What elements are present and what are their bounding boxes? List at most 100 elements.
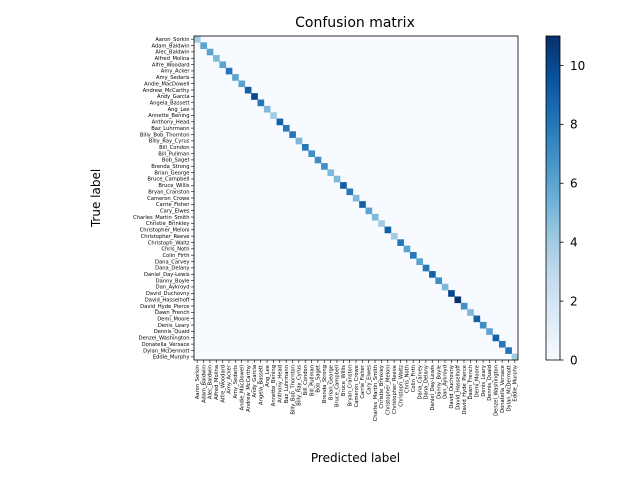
- y-tick-label: David_Hyde_Pierce: [140, 304, 189, 310]
- colorbar-gradient: [546, 36, 560, 360]
- x-tick-label: Andie_MacDowell: [239, 365, 245, 410]
- y-axis-label: True label: [89, 169, 103, 228]
- y-tick-label: Daniel_Day-Lewis: [144, 272, 190, 278]
- y-tick-label: Annette_Bening: [148, 113, 189, 119]
- y-tick-label: Bill_Pullman: [158, 151, 189, 157]
- colorbar-tick-label: 10: [570, 59, 585, 73]
- heatmap-cell: [257, 99, 265, 107]
- heatmap-cell: [416, 258, 424, 266]
- heatmap-cell: [486, 328, 493, 335]
- heatmap-cell: [429, 271, 436, 278]
- y-tick-label: Colin_Firth: [162, 253, 189, 259]
- x-tick-label: Demi_Moore: [475, 365, 481, 397]
- heatmap-cell: [225, 67, 233, 75]
- heatmap-cell: [232, 74, 239, 81]
- y-tick-label: Denzel_Washington: [139, 336, 190, 342]
- heatmap-cell: [410, 252, 417, 259]
- heatmap-cell: [492, 334, 500, 342]
- x-tick-label: Dana_Delany: [424, 365, 430, 399]
- x-tick-label: David_Hasselhoff: [455, 365, 461, 410]
- colorbar-tick-label: 6: [570, 177, 578, 191]
- x-tick-label: Cameron_Crowe: [354, 365, 360, 407]
- y-tick-label: Andrew_McCarthy: [143, 88, 190, 94]
- y-tick-label: Alfre_Woodard: [152, 62, 190, 68]
- y-tick-label: Dawn_French: [155, 310, 190, 316]
- y-tick-label: Demi_Moore: [157, 317, 189, 323]
- colorbar-tick-label: 2: [570, 294, 578, 308]
- x-tick-label: Ang_Lee: [265, 365, 271, 387]
- y-tick-label: Alfred_Molina: [155, 56, 190, 62]
- x-tick-label: Alfred_Molina: [214, 365, 220, 400]
- heatmap-cell: [467, 309, 474, 316]
- y-tick-label: Christopher_Reeve: [141, 234, 190, 240]
- x-tick-label: David_Duchovny: [449, 365, 455, 409]
- y-tick-label: Dana_Carvey: [155, 259, 190, 265]
- y-tick-label: Billy_Ray_Cyrus: [149, 139, 190, 145]
- x-tick-label: Alfre_Woodard: [220, 365, 226, 403]
- heatmap-cell: [308, 150, 316, 158]
- heatmap-cell: [435, 277, 443, 285]
- heatmap-cell: [263, 105, 271, 113]
- heatmap-cell: [238, 80, 246, 88]
- heatmap-cell: [422, 264, 430, 272]
- x-tick-label: Angela_Bassett: [259, 365, 265, 405]
- x-tick-label: Chris_Noth: [405, 365, 411, 393]
- heatmap-cell: [441, 283, 449, 291]
- x-tick-label: Amy_Acker: [227, 364, 233, 394]
- heatmap-cell: [454, 296, 462, 304]
- y-tick-label: Dylan_McDermott: [143, 348, 189, 354]
- colorbar-tick-label: 0: [570, 353, 578, 367]
- x-tick-label: Bruce_Campbell: [335, 365, 341, 407]
- heatmap-cell: [270, 112, 277, 119]
- y-tick-label: Dennis_Quaid: [154, 329, 190, 335]
- heatmap-cell: [403, 245, 411, 253]
- x-tick-label: Danny_Boyle: [436, 365, 442, 399]
- y-tick-label: Billy_Bob_Thornton: [140, 132, 190, 138]
- x-tick-label: Adam_Baldwin: [201, 365, 207, 403]
- heatmap-cell: [340, 182, 347, 189]
- y-tick-labels: Aaron_SorkinAdam_BaldwinAlec_BaldwinAlfr…: [133, 37, 194, 361]
- y-tick-label: Anthony_Head: [152, 120, 190, 126]
- x-tick-label: Alec_Baldwin: [208, 365, 214, 399]
- x-tick-label: Donatella_Versace: [500, 365, 506, 413]
- x-tick-label: Bob_Saget: [316, 365, 322, 393]
- colorbar-frame: [545, 35, 561, 361]
- heatmap-cell: [390, 232, 398, 240]
- y-tick-label: Carrie_Fisher: [156, 202, 190, 208]
- heatmap-cell: [289, 131, 296, 138]
- y-tick-label: Donatella_Versace: [142, 342, 190, 348]
- chart-title: Confusion matrix: [295, 15, 415, 31]
- x-tick-label: Bryan_Cranston: [347, 365, 353, 406]
- heatmap-cell: [479, 321, 487, 329]
- y-tick-label: Angela_Bassett: [150, 101, 190, 107]
- y-tick-label: Baz_Luhrmann: [151, 126, 189, 132]
- heatmap-cell: [352, 194, 360, 202]
- x-tick-label: Brenda_Strong: [322, 365, 328, 403]
- heatmap-cell: [206, 48, 214, 56]
- heatmap-cell: [511, 353, 519, 361]
- y-tick-label: Adam_Baldwin: [151, 43, 189, 49]
- x-tick-label: Anthony_Head: [278, 365, 284, 403]
- heatmap-cell: [346, 188, 354, 196]
- y-tick-label: Andie_MacDowell: [144, 81, 189, 87]
- y-tick-label: Christie_Brinkley: [146, 221, 190, 227]
- x-tick-label: Christopher_Meloni: [386, 365, 392, 415]
- x-tick-label: Dylan_McDermott: [506, 365, 512, 411]
- y-tick-label: Charles_Martin_Smith: [133, 215, 189, 221]
- heatmap-cell: [505, 347, 512, 354]
- heatmap-cell: [327, 169, 335, 177]
- x-tick-label: Andrew_McCarthy: [246, 365, 252, 412]
- heatmap-cell: [219, 61, 227, 69]
- x-tick-label: Aaron_Sorkin: [195, 365, 201, 399]
- x-tick-label: Dawn_French: [468, 365, 474, 400]
- heatmap-cell: [333, 175, 341, 183]
- x-tick-label: Charles_Martin_Smith: [373, 365, 379, 421]
- y-tick-label: Amy_Sedaris: [156, 75, 190, 81]
- y-tick-label: Christoph_Waltz: [148, 240, 190, 246]
- colorbar: 0 2 4 6 8 10: [545, 35, 585, 367]
- x-tick-label: Christopher_Reeve: [392, 365, 398, 414]
- colorbar-tick-label: 4: [570, 235, 578, 249]
- heatmap-cell: [200, 42, 208, 50]
- heatmap-cell: [282, 124, 290, 132]
